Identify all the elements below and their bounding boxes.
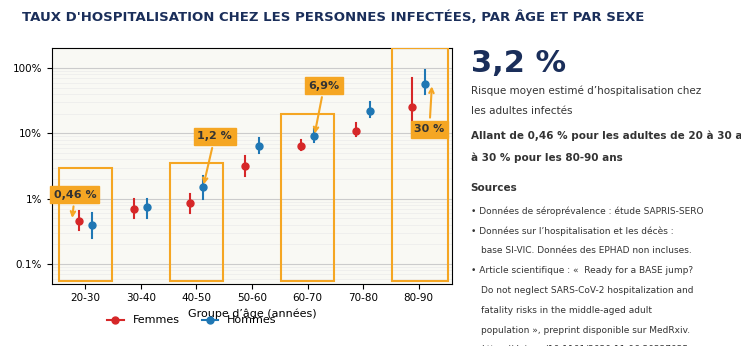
Text: base SI-VIC. Données des EPHAD non incluses.: base SI-VIC. Données des EPHAD non inclu… xyxy=(481,246,692,255)
Text: 3,2 %: 3,2 % xyxy=(471,48,565,78)
Text: fatality risks in the middle-aged adult: fatality risks in the middle-aged adult xyxy=(481,306,652,315)
Text: • Données sur l’hospitalisation et les décès :: • Données sur l’hospitalisation et les d… xyxy=(471,227,673,236)
Text: population », preprint disponible sur MedRxiv.: population », preprint disponible sur Me… xyxy=(481,326,690,335)
Text: • Données de séroprévalence : étude SAPRIS-SERO: • Données de séroprévalence : étude SAPR… xyxy=(471,207,703,216)
Text: 0,46 %: 0,46 % xyxy=(53,190,96,216)
X-axis label: Groupe d’âge (années): Groupe d’âge (années) xyxy=(187,309,316,319)
Text: Allant de 0,46 % pour les adultes de 20 à 30 ans: Allant de 0,46 % pour les adultes de 20 … xyxy=(471,131,741,141)
Text: Risque moyen estimé d’hospitalisation chez: Risque moyen estimé d’hospitalisation ch… xyxy=(471,85,701,95)
Text: Sources: Sources xyxy=(471,183,517,193)
Text: à 30 % pour les 80-90 ans: à 30 % pour les 80-90 ans xyxy=(471,152,622,163)
Text: les adultes infectés: les adultes infectés xyxy=(471,107,572,117)
Text: 6,9%: 6,9% xyxy=(309,81,340,131)
Text: 30 %: 30 % xyxy=(414,89,445,134)
Text: Do not neglect SARS-CoV-2 hospitalization and: Do not neglect SARS-CoV-2 hospitalizatio… xyxy=(481,286,694,295)
Text: • Article scientifique : «  Ready for a BASE jump?: • Article scientifique : « Ready for a B… xyxy=(471,266,693,275)
Text: TAUX D'HOSPITALISATION CHEZ LES PERSONNES INFECTÉES, PAR ÂGE ET PAR SEXE: TAUX D'HOSPITALISATION CHEZ LES PERSONNE… xyxy=(22,10,645,24)
Text: 1,2 %: 1,2 % xyxy=(198,131,232,182)
Legend: Femmes, Hommes: Femmes, Hommes xyxy=(102,311,282,330)
Text: https://doi.org/10.1101/2020.11.06.20227025: https://doi.org/10.1101/2020.11.06.20227… xyxy=(481,345,688,346)
